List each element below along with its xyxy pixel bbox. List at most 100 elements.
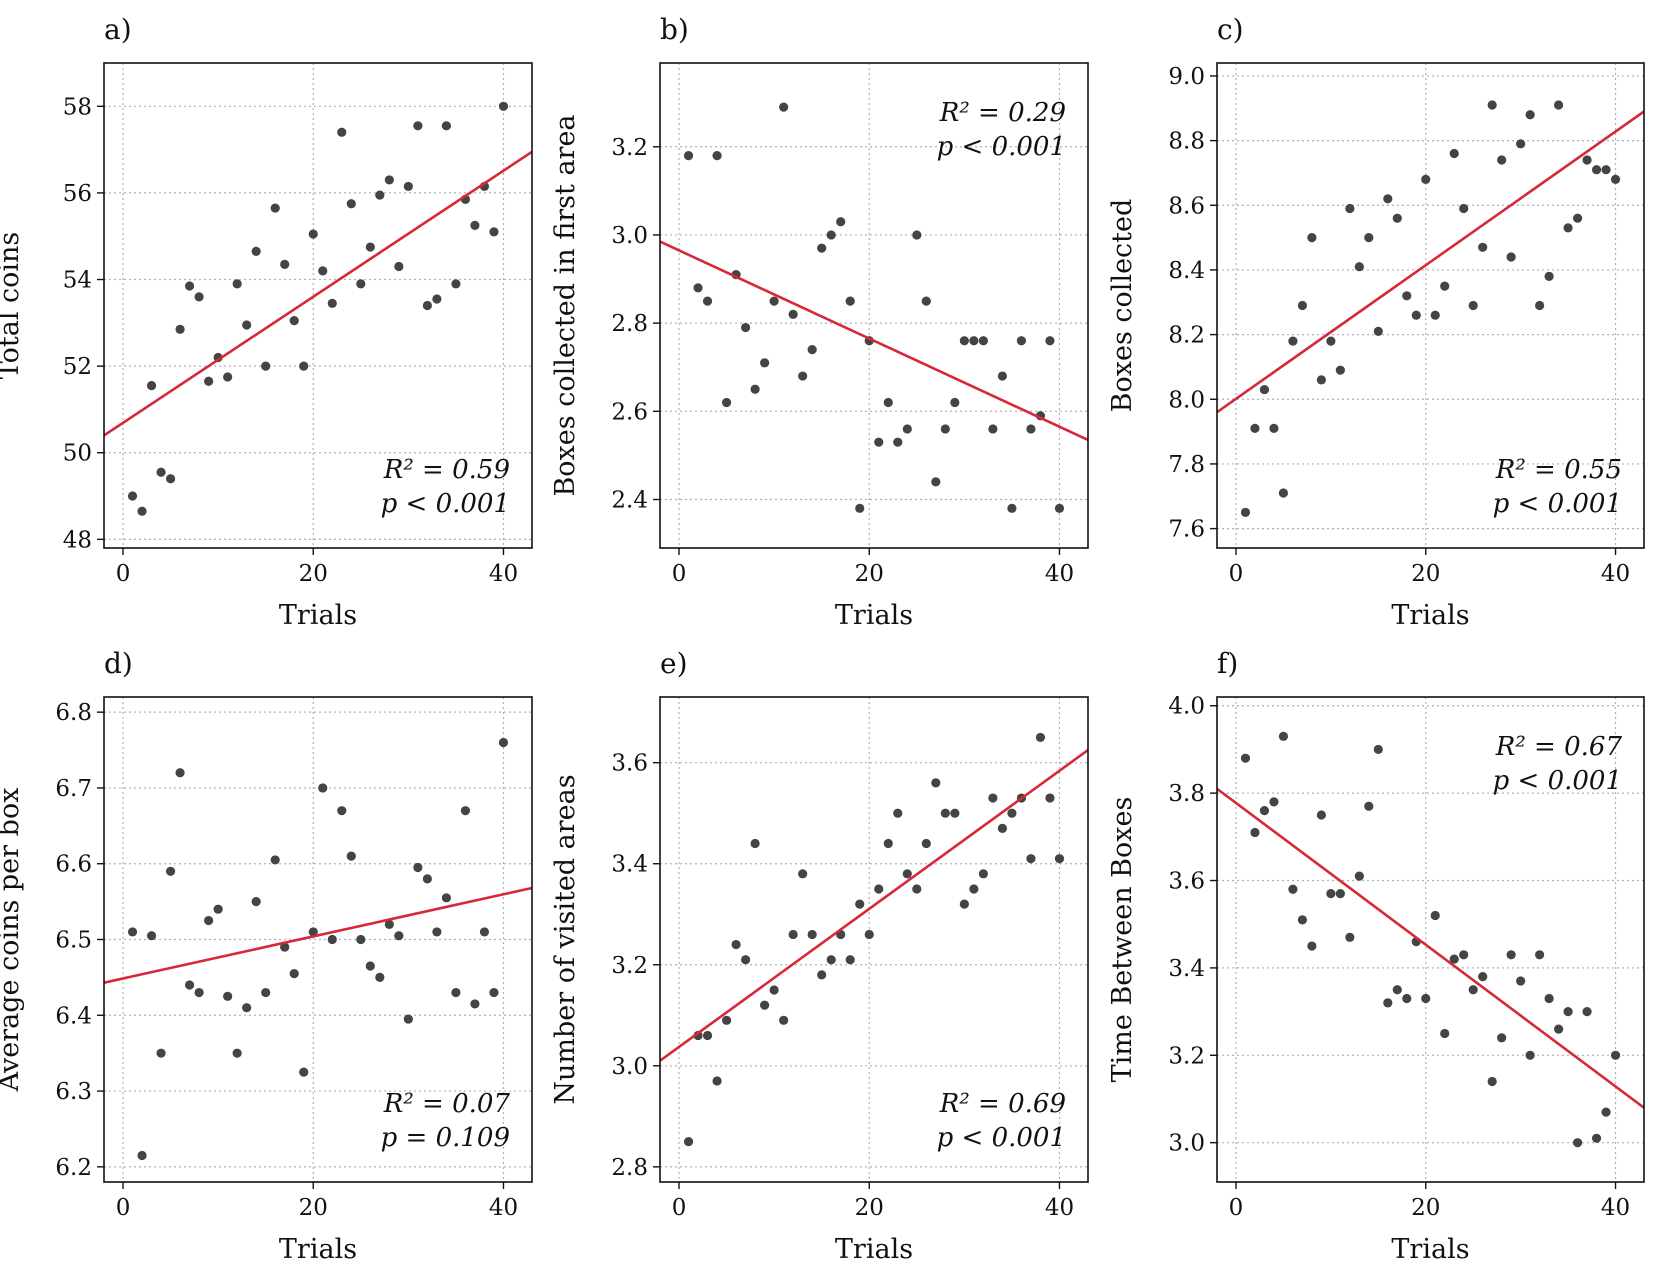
axes-frame: [103, 62, 533, 549]
data-point: [1449, 954, 1459, 964]
data-point: [912, 230, 922, 240]
regression-line: [660, 748, 1088, 1062]
data-point: [779, 102, 789, 112]
data-point: [959, 336, 969, 346]
data-point: [693, 283, 703, 293]
x-axis-label: Trials: [1391, 600, 1469, 631]
data-point: [1297, 915, 1307, 925]
data-point: [127, 927, 138, 937]
data-point: [940, 424, 950, 434]
y-tick-label: 3.4: [1168, 956, 1205, 982]
data-point: [1572, 1138, 1583, 1148]
data-point: [1459, 950, 1469, 960]
data-point: [1364, 801, 1374, 811]
x-tick-label: 40: [489, 561, 518, 587]
panel-label: f): [1217, 647, 1238, 680]
y-tick-label: 9.0: [1168, 64, 1205, 90]
panel-a: 0 20 40 48 50 52 54 56 58 R² = 0.59 p < 0.001 Trial…: [0, 13, 533, 631]
data-point: [1045, 336, 1055, 346]
data-point: [1516, 976, 1526, 986]
data-point: [451, 279, 461, 289]
data-point: [683, 150, 694, 161]
data-point: [137, 506, 147, 516]
data-point: [261, 361, 271, 371]
data-point: [1563, 1006, 1573, 1017]
data-point: [741, 322, 751, 333]
regression-line: [1217, 110, 1644, 414]
data-point: [1278, 731, 1289, 741]
data-point: [883, 397, 893, 408]
data-point: [375, 190, 385, 200]
y-tick-label: 6.7: [55, 776, 92, 802]
data-point: [883, 838, 893, 849]
data-point: [931, 778, 941, 788]
data-point: [1288, 884, 1298, 894]
data-point: [1373, 744, 1383, 755]
data-point: [1525, 1050, 1535, 1060]
data-point: [384, 919, 394, 929]
y-axis-label: Total coins: [0, 232, 25, 380]
data-point: [1468, 300, 1478, 311]
data-point: [902, 424, 912, 434]
data-point: [223, 372, 233, 382]
x-tick-label: 20: [299, 561, 328, 587]
y-tick-label: 7.6: [1168, 517, 1205, 543]
data-point: [479, 927, 490, 937]
panel-label: d): [104, 647, 133, 680]
y-tick-label: 6.5: [55, 928, 92, 954]
data-point: [1250, 423, 1260, 433]
y-tick-label: 3.0: [611, 1054, 648, 1080]
y-tick-label: 3.8: [1168, 781, 1205, 807]
data-point: [1535, 300, 1545, 311]
data-point: [845, 296, 855, 306]
regression-line: [1217, 787, 1644, 1109]
data-point: [1430, 910, 1440, 921]
data-point: [223, 991, 233, 1001]
data-point: [969, 884, 979, 894]
data-point: [489, 987, 499, 998]
x-tick-label: 0: [116, 561, 131, 587]
y-tick-label: 56: [63, 181, 92, 207]
x-tick-label: 40: [1045, 561, 1074, 587]
data-point: [1288, 336, 1298, 346]
y-tick-label: 3.0: [1168, 1131, 1205, 1157]
data-point: [318, 266, 328, 276]
data-point: [1572, 213, 1583, 223]
data-point: [213, 904, 223, 914]
data-point: [432, 927, 442, 937]
data-point: [308, 927, 318, 937]
y-tick-label: 3.6: [611, 751, 648, 777]
data-point: [1007, 503, 1017, 513]
x-tick-label: 0: [116, 1195, 131, 1221]
data-point: [356, 279, 366, 289]
data-point: [1610, 1050, 1621, 1060]
panel-f: 0 20 40 3.0 3.2 3.4 3.6 3.8 4.0 R² = 0.67 p < 0.00…: [1107, 647, 1645, 1265]
data-point: [194, 292, 204, 302]
data-point: [978, 336, 988, 346]
x-tick-label: 40: [1601, 561, 1630, 587]
data-point: [1240, 753, 1251, 763]
r-squared-label: R² = 0.69: [939, 1089, 1066, 1119]
data-point: [165, 474, 176, 484]
data-point: [1421, 993, 1431, 1004]
y-tick-label: 8.0: [1168, 387, 1205, 413]
data-point: [280, 259, 290, 269]
data-point: [356, 934, 366, 945]
data-point: [441, 893, 451, 903]
data-point: [1497, 155, 1507, 165]
x-axis-label: Trials: [835, 1234, 913, 1265]
data-point: [1307, 941, 1317, 951]
data-point: [855, 899, 865, 909]
data-point: [1487, 1076, 1497, 1087]
data-point: [826, 955, 836, 965]
x-axis-label: Trials: [279, 600, 357, 631]
panel-label: b): [660, 13, 689, 46]
data-point: [1383, 998, 1393, 1008]
y-tick-label: 6.2: [55, 1155, 92, 1181]
y-axis-label: Boxes collected in first area: [550, 114, 581, 496]
data-point: [760, 358, 770, 368]
data-point: [702, 296, 713, 306]
data-point: [741, 955, 751, 965]
y-tick-label: 48: [63, 527, 92, 553]
data-point: [1591, 165, 1602, 175]
